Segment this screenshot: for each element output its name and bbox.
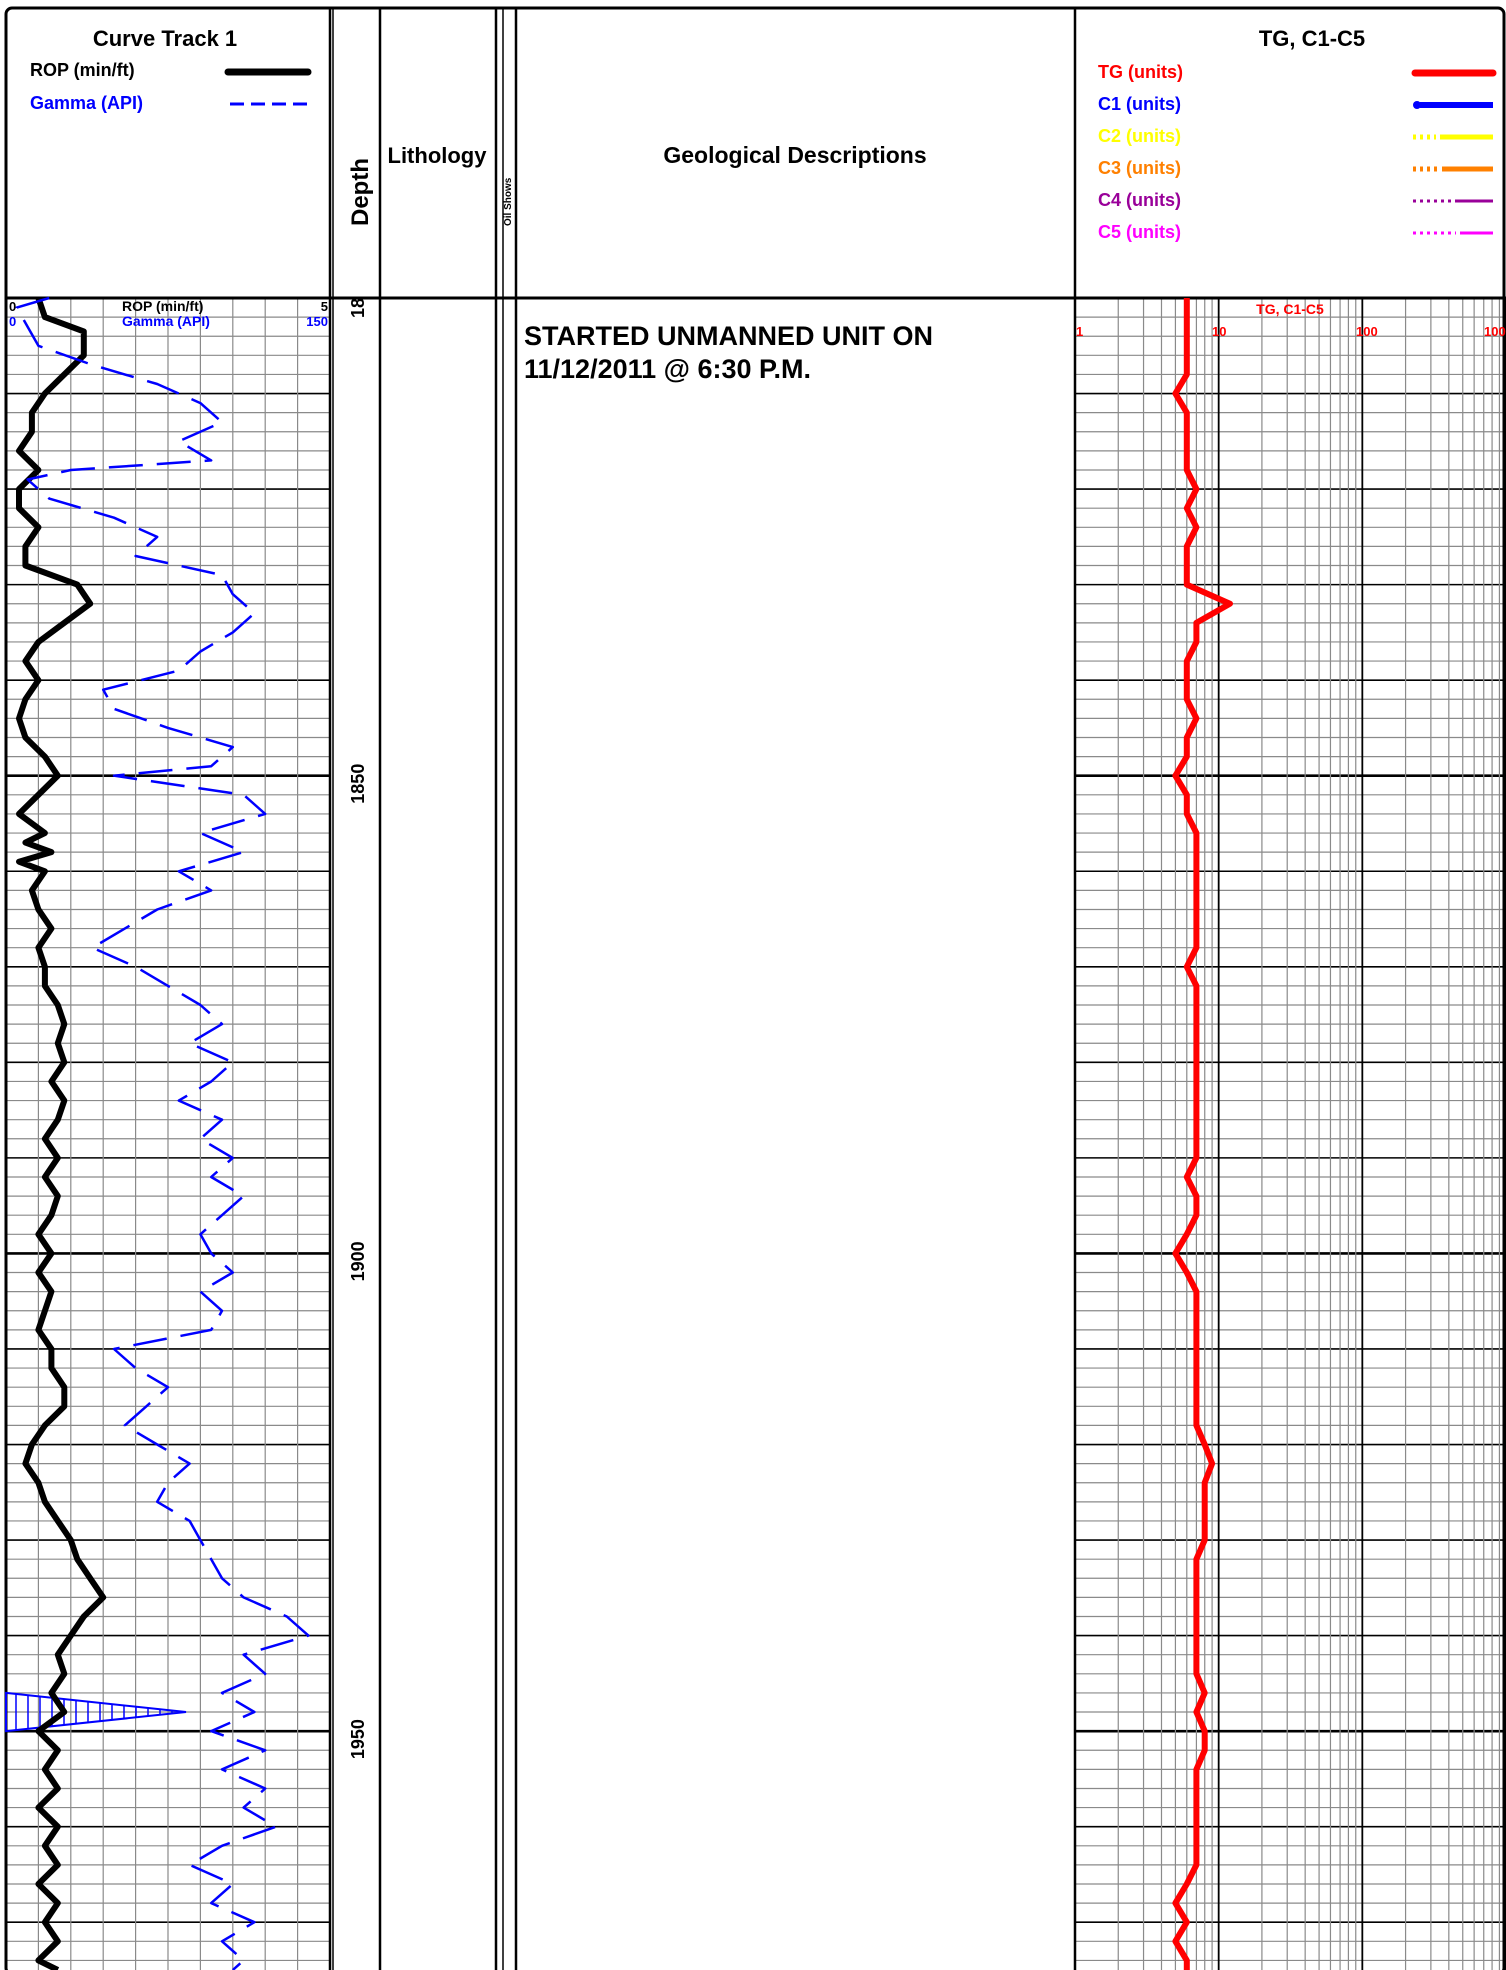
geo-desc-column-label: Geological Descriptions — [663, 142, 926, 168]
lithology-column-label: Lithology — [388, 143, 488, 168]
gas-legend: TG (units) C1 (units) C2 (units) C3 (uni… — [1098, 62, 1497, 242]
gas-track-title: TG, C1-C5 — [1259, 26, 1365, 51]
header-layer: Curve Track 1 ROP (min/ft) Gamma (API) D… — [30, 26, 1497, 242]
legend-c5-label: C5 (units) — [1098, 222, 1181, 242]
description-line-2: 11/12/2011 @ 6:30 P.M. — [524, 354, 811, 384]
legend-gamma-label: Gamma (API) — [30, 93, 143, 113]
gamma-scale-min: 0 — [9, 314, 16, 329]
outer-border — [4, 6, 1506, 1970]
gas-scale-tick-10: 10 — [1212, 324, 1226, 339]
gamma-curve — [15, 296, 310, 1970]
rop-scale-min: 0 — [9, 299, 16, 314]
gas-scale-tick-100: 100 — [1356, 324, 1378, 339]
curve-track-title: Curve Track 1 — [93, 26, 237, 51]
depth-label-1850: 1850 — [348, 764, 368, 804]
depth-axis: 18 1850 1900 1950 — [348, 298, 368, 1759]
legend-tg-label: TG (units) — [1098, 62, 1183, 82]
legend-c4-label: C4 (units) — [1098, 190, 1181, 210]
gamma-scale-max: 150 — [306, 314, 328, 329]
legend-c2-label: C2 (units) — [1098, 126, 1181, 146]
description-line-1: STARTED UNMANNED UNIT ON — [524, 321, 933, 351]
rop-scale-max: 5 — [321, 299, 328, 314]
gas-scale-label: TG, C1-C5 — [1256, 301, 1324, 317]
tg-curve — [1172, 298, 1233, 1970]
rop-curve — [16, 297, 107, 1970]
oil-shows-column-label: Oil Shows — [503, 177, 514, 226]
depth-label-1900: 1900 — [348, 1241, 368, 1281]
gas-scale-tick-1: 1 — [1076, 324, 1083, 339]
depth-column-label: Depth — [347, 158, 374, 226]
legend-rop-label: ROP (min/ft) — [30, 60, 135, 80]
rop-scale-label: ROP (min/ft) — [122, 298, 203, 314]
gamma-scale-label: Gamma (API) — [122, 313, 210, 329]
curve-layer — [5, 296, 1233, 1970]
frame-layer — [4, 6, 1506, 1970]
geological-descriptions: STARTED UNMANNED UNIT ON 11/12/2011 @ 6:… — [524, 321, 933, 384]
legend-c1-label: C1 (units) — [1098, 94, 1181, 114]
grid-layer — [6, 296, 1506, 1970]
gas-scale-tick-1000: 1000 — [1484, 324, 1506, 339]
legend-c1-dot — [1413, 101, 1421, 109]
depth-label-1950: 1950 — [348, 1719, 368, 1759]
gamma-shading-outline — [5, 1691, 187, 1733]
scale-layer: 0 ROP (min/ft) 5 0 Gamma (API) 150 TG, C… — [9, 298, 1506, 339]
depth-label-18: 18 — [348, 298, 368, 318]
legend-c3-label: C3 (units) — [1098, 158, 1181, 178]
